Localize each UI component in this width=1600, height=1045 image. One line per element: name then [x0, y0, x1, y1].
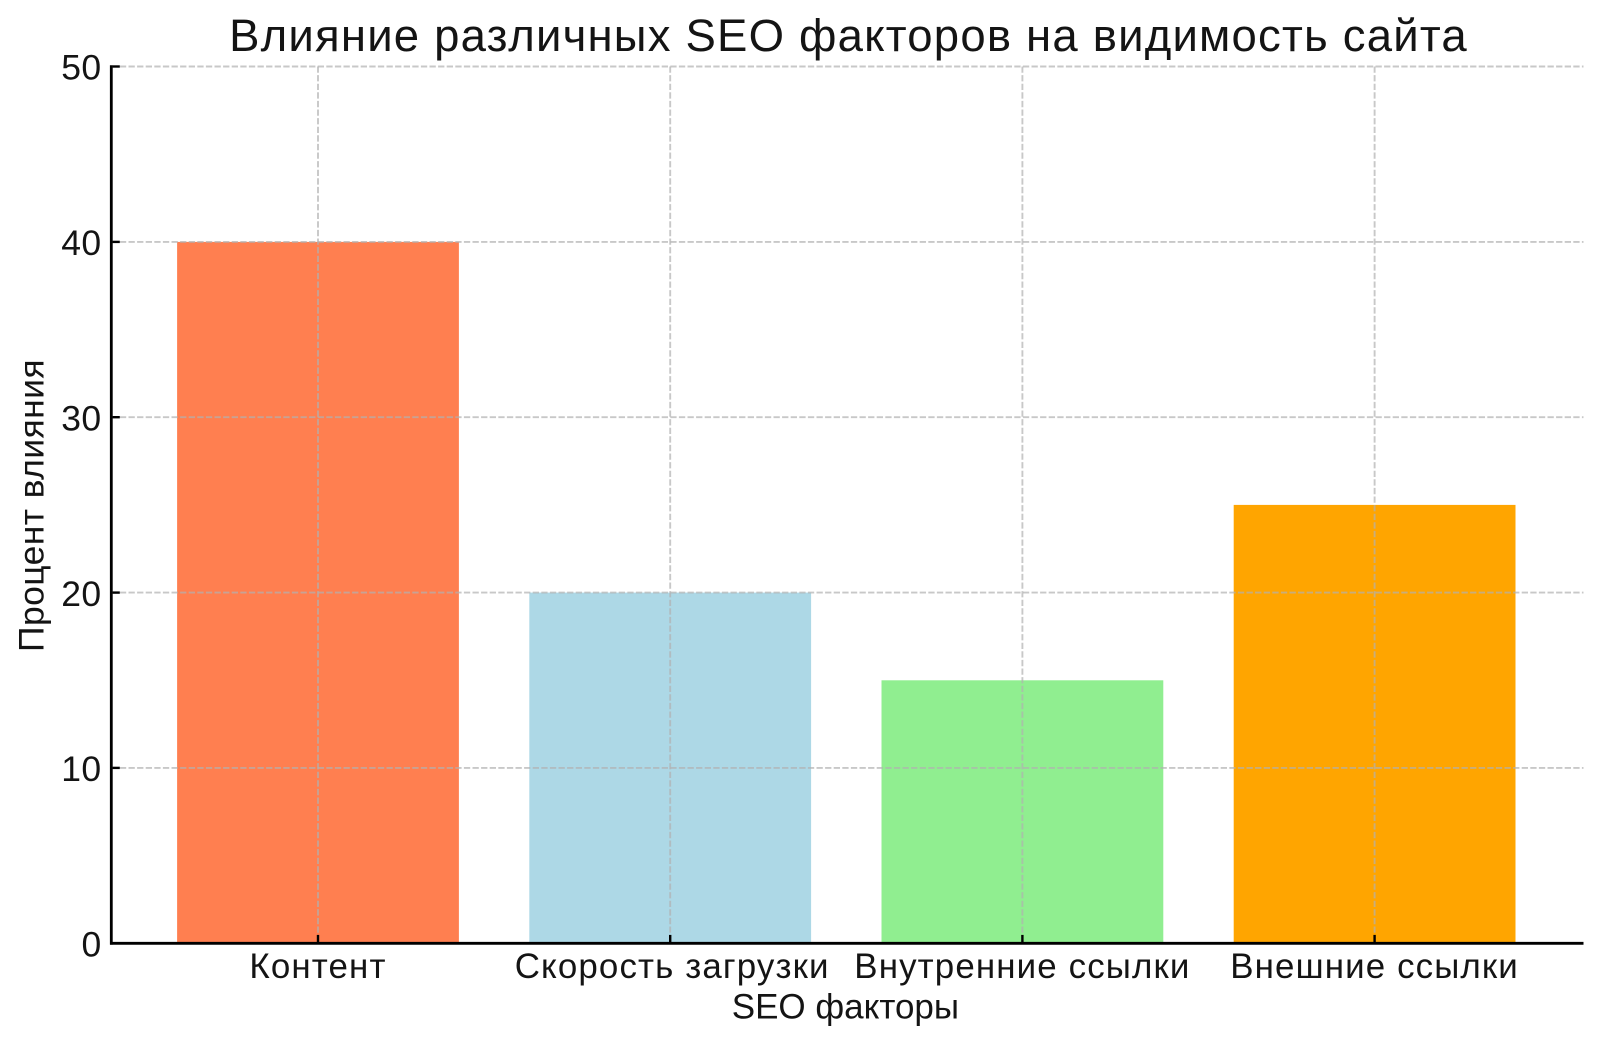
svg-text:Внутренние ссылки: Внутренние ссылки — [854, 947, 1190, 986]
svg-text:Контент: Контент — [249, 947, 386, 986]
svg-text:50: 50 — [61, 48, 102, 88]
svg-text:0: 0 — [81, 925, 101, 965]
svg-text:10: 10 — [61, 749, 102, 789]
svg-text:Процент влияния: Процент влияния — [11, 359, 51, 652]
svg-text:40: 40 — [61, 223, 102, 263]
svg-text:Внешние ссылки: Внешние ссылки — [1230, 947, 1519, 986]
svg-text:30: 30 — [61, 398, 102, 438]
svg-text:SEO факторы: SEO факторы — [732, 988, 959, 1027]
svg-text:Скорость загрузки: Скорость загрузки — [515, 947, 830, 986]
svg-text:Влияние различных SEO факторов: Влияние различных SEO факторов на видимо… — [229, 10, 1468, 61]
svg-text:20: 20 — [61, 574, 102, 614]
